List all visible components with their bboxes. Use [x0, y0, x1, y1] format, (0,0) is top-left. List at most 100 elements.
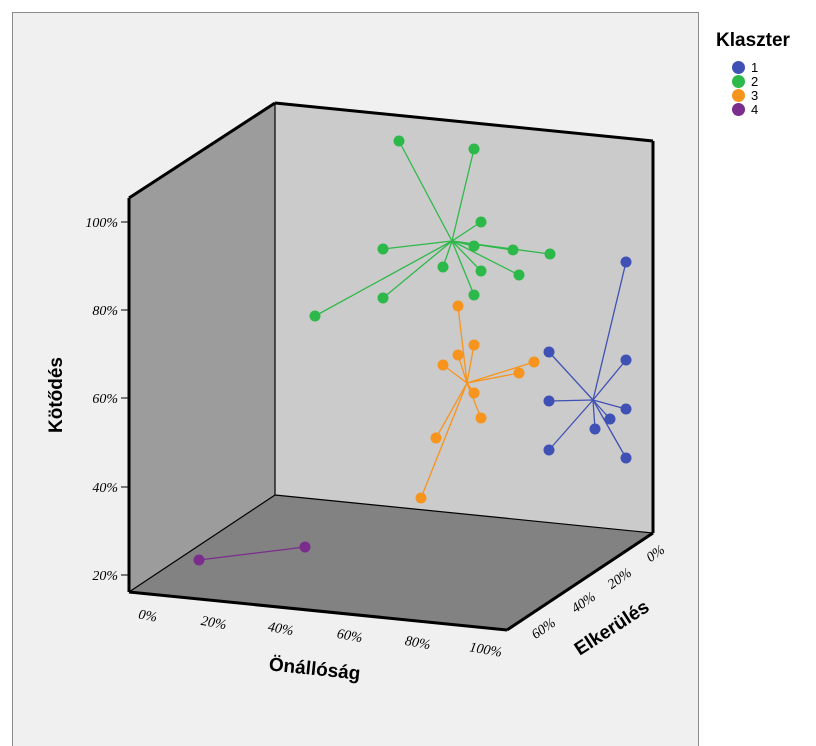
legend-item-4: 4: [716, 101, 790, 117]
spike-line-cluster-3: [466, 382, 482, 419]
x-tick-label: 40%: [267, 620, 295, 639]
spike-line-cluster-2: [382, 240, 453, 299]
y-tick-label: 60%: [92, 392, 118, 407]
box-edges: [127, 101, 655, 632]
data-point-cluster-3: [430, 432, 442, 444]
y-tick-label: 20%: [92, 569, 118, 584]
data-point-cluster-1: [620, 403, 632, 415]
x-tick-label: 20%: [200, 614, 228, 633]
legend-marker: [732, 88, 745, 102]
data-point-cluster-3: [513, 367, 525, 379]
spike-line-cluster-3: [435, 382, 468, 439]
legend-marker: [732, 102, 745, 116]
data-point-cluster-3: [452, 300, 464, 312]
spike-line-cluster-3: [466, 361, 535, 384]
data-point-cluster-1: [620, 354, 632, 366]
y-axis: 100% 80% 60% 40% 20% Kötődés: [46, 216, 129, 584]
legend-item-3: 3: [716, 87, 790, 103]
spike-line-cluster-2: [451, 148, 475, 242]
cluster-2: [309, 135, 556, 322]
spike-line-cluster-1: [592, 359, 627, 401]
connector-line-cluster-4: [198, 546, 306, 561]
data-point-cluster-1: [543, 444, 555, 456]
data-point-cluster-1: [604, 413, 616, 425]
data-point-cluster-3: [437, 359, 449, 371]
legend-title: Klaszter: [716, 30, 790, 51]
data-point-cluster-4: [193, 554, 205, 566]
spike-line-cluster-2: [451, 240, 475, 296]
cluster-4: [193, 541, 311, 566]
data-point-cluster-1: [543, 395, 555, 407]
spike-line-cluster-3: [420, 382, 468, 499]
spike-line-cluster-1: [548, 399, 594, 402]
data-marks: [193, 135, 632, 566]
spike-line-cluster-2: [451, 240, 482, 272]
data-point-cluster-2: [309, 310, 321, 322]
y-tick-label: 100%: [85, 216, 118, 231]
floor: [129, 495, 653, 630]
legend-marker: [732, 60, 745, 74]
data-point-cluster-3: [415, 492, 427, 504]
legend-item-1: 1: [716, 59, 790, 75]
z-tick-label: 40%: [569, 590, 599, 617]
spike-line-cluster-2: [314, 240, 453, 317]
inner-edge: [274, 494, 654, 534]
legend-label: 4: [751, 101, 759, 117]
y-tick-label: 80%: [92, 304, 118, 319]
z-tick-label: 20%: [605, 566, 635, 593]
data-point-cluster-2: [507, 244, 519, 256]
spike-line-cluster-3: [466, 344, 475, 384]
spike-line-cluster-1: [592, 261, 627, 401]
spike-line-cluster-2: [451, 240, 551, 255]
data-point-cluster-4: [299, 541, 311, 553]
z-tick-label: 0%: [644, 543, 668, 566]
legend-marker: [732, 74, 745, 88]
x-tick-label: 80%: [404, 634, 432, 653]
back-wall: [275, 103, 653, 533]
y-tick-label: 40%: [92, 481, 118, 496]
data-point-cluster-2: [475, 216, 487, 228]
legend-item-2: 2: [716, 73, 790, 89]
data-point-cluster-2: [393, 135, 405, 147]
x-tick-label: 60%: [336, 627, 364, 646]
cluster-3: [415, 300, 540, 504]
data-point-cluster-2: [475, 265, 487, 277]
y-axis-title: Kötődés: [46, 357, 67, 433]
data-point-cluster-2: [468, 289, 480, 301]
data-point-cluster-2: [468, 143, 480, 155]
data-point-cluster-3: [528, 356, 540, 368]
cluster-1: [543, 256, 632, 464]
spike-line-cluster-2: [451, 221, 482, 242]
legend-label: 3: [751, 87, 759, 103]
x-tick-label: 0%: [137, 608, 158, 626]
spike-line-cluster-1: [548, 351, 594, 401]
left-wall: [129, 103, 275, 592]
spike-line-cluster-3: [457, 305, 468, 384]
spike-line-cluster-1: [592, 399, 627, 459]
data-point-cluster-3: [452, 349, 464, 361]
data-point-cluster-1: [589, 423, 601, 435]
legend-label: 1: [751, 59, 759, 75]
inner-edge: [128, 494, 276, 593]
data-point-cluster-1: [543, 346, 555, 358]
data-point-cluster-3: [468, 339, 480, 351]
data-point-cluster-2: [513, 269, 525, 281]
data-point-cluster-2: [437, 261, 449, 273]
data-point-cluster-3: [475, 412, 487, 424]
data-point-cluster-2: [544, 248, 556, 260]
spike-line-cluster-2: [451, 240, 520, 276]
data-point-cluster-1: [620, 256, 632, 268]
spike-line-cluster-2: [398, 140, 453, 242]
data-point-cluster-2: [377, 243, 389, 255]
x-tick-label: 100%: [468, 640, 503, 660]
data-point-cluster-1: [620, 452, 632, 464]
spike-line-cluster-3: [466, 372, 520, 384]
z-tick-label: 60%: [529, 616, 559, 643]
data-point-cluster-2: [377, 292, 389, 304]
data-point-cluster-2: [468, 240, 480, 252]
legend-label: 2: [751, 73, 759, 89]
x-axis-title: Önállóság: [268, 654, 362, 684]
